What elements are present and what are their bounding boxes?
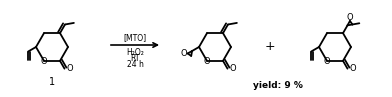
Text: O: O [66, 64, 73, 73]
Text: O: O [204, 57, 211, 66]
Text: O: O [41, 57, 47, 66]
Text: 1: 1 [49, 77, 55, 87]
Text: O: O [324, 57, 330, 66]
Text: O: O [229, 64, 236, 73]
Text: O: O [349, 64, 356, 73]
Text: 24 h: 24 h [127, 60, 143, 69]
Text: +: + [265, 41, 275, 54]
Text: RT: RT [130, 54, 140, 63]
Text: O: O [180, 49, 187, 58]
Text: H₂O₂: H₂O₂ [126, 48, 144, 57]
Text: O: O [347, 13, 353, 22]
Text: [MTO]: [MTO] [123, 33, 147, 42]
Text: yield: 9 %: yield: 9 % [253, 81, 303, 91]
